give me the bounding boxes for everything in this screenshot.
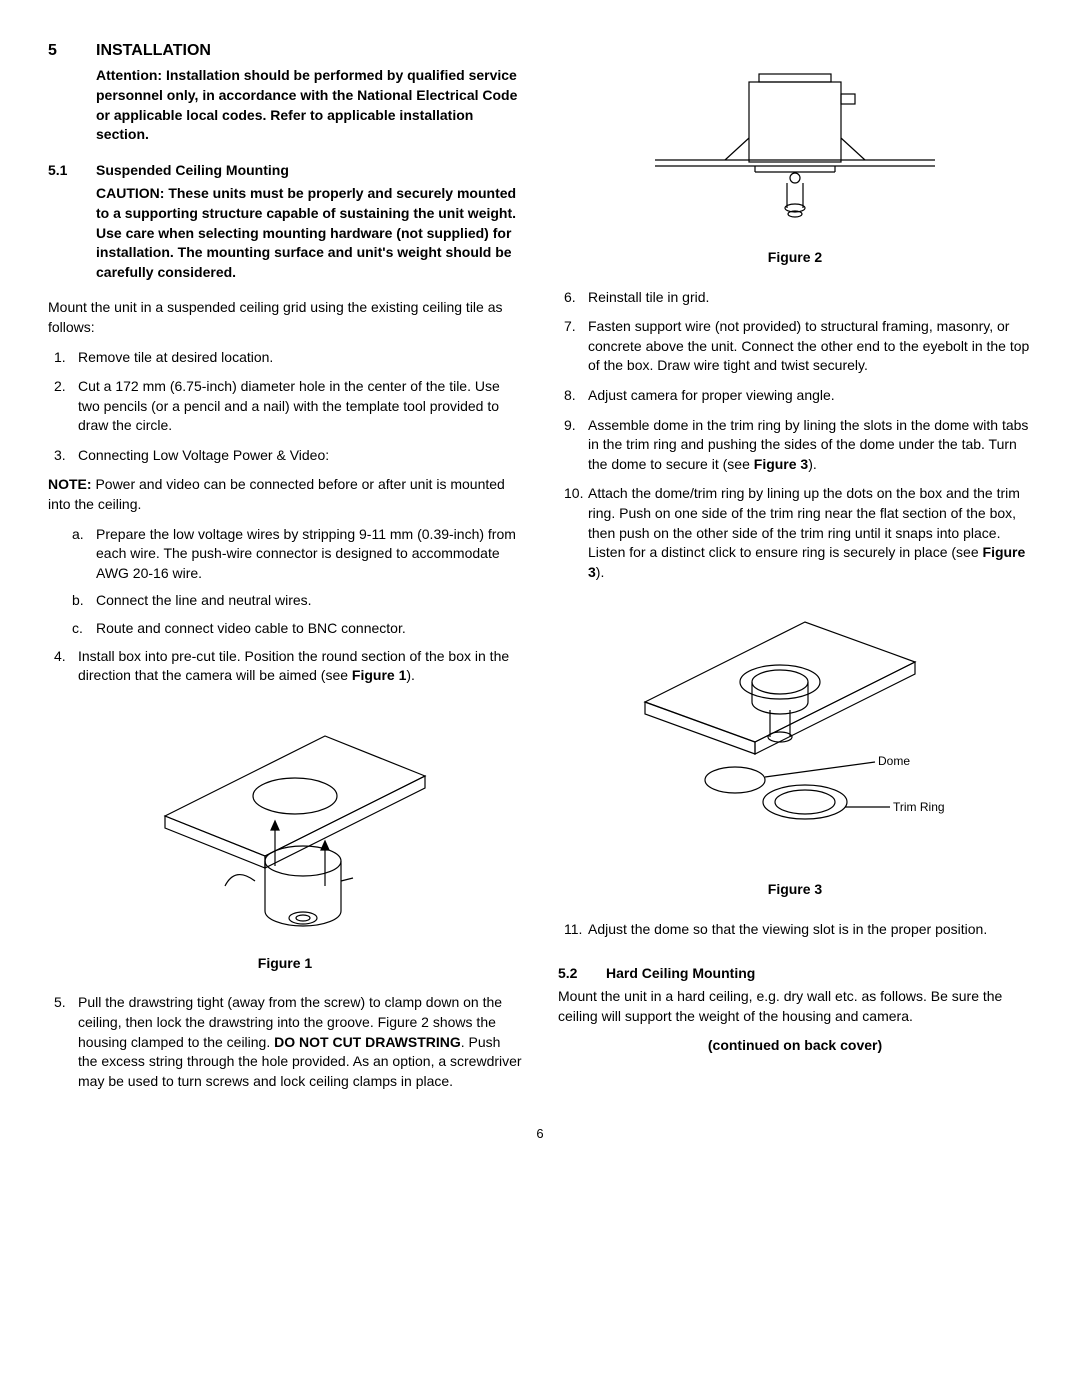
step-2: Cut a 172 mm (6.75-inch) diameter hole i… <box>48 377 522 436</box>
note-text: NOTE: Power and video can be connected b… <box>48 475 522 514</box>
subsection-5-2: 5.2 Hard Ceiling Mounting <box>558 964 1032 984</box>
subsection-5-2-body: Mount the unit in a hard ceiling, e.g. d… <box>558 987 1032 1026</box>
step-9-ref: Figure 3 <box>754 456 808 472</box>
step-10-post: ). <box>596 564 605 580</box>
steps-list-right: Reinstall tile in grid. Fasten support w… <box>558 288 1032 583</box>
subsection-5-1: 5.1 Suspended Ceiling Mounting <box>48 161 522 181</box>
substeps-list: Prepare the low voltage wires by strippi… <box>72 525 522 639</box>
continued-text: (continued on back cover) <box>558 1036 1032 1056</box>
step-3a: Prepare the low voltage wires by strippi… <box>72 525 522 584</box>
step-5-bold: DO NOT CUT DRAWSTRING <box>274 1034 461 1050</box>
step-8: Adjust camera for proper viewing angle. <box>558 386 1032 406</box>
steps-list-left-cont: Install box into pre-cut tile. Position … <box>48 647 522 686</box>
figure-3-svg: Dome Trim Ring <box>615 602 975 872</box>
note-label: NOTE: <box>48 476 92 492</box>
attention-text: Attention: Installation should be perfor… <box>96 66 522 144</box>
figure-1-svg <box>125 706 445 946</box>
step-7: Fasten support wire (not provided) to st… <box>558 317 1032 376</box>
right-column: Figure 2 Reinstall tile in grid. Fasten … <box>558 40 1032 1101</box>
figure-3-trim-label: Trim Ring <box>893 800 945 814</box>
step-10-pre: Attach the dome/trim ring by lining up t… <box>588 485 1020 560</box>
step-3: Connecting Low Voltage Power & Video: <box>48 446 522 466</box>
step-4-ref: Figure 1 <box>352 667 406 683</box>
left-column: 5 INSTALLATION Attention: Installation s… <box>48 40 522 1101</box>
step-4: Install box into pre-cut tile. Position … <box>48 647 522 686</box>
figure-3-dome-label: Dome <box>878 754 910 768</box>
section-heading: 5 INSTALLATION <box>48 40 522 62</box>
step-3b: Connect the line and neutral wires. <box>72 591 522 611</box>
subsection-5-2-title: Hard Ceiling Mounting <box>606 964 755 984</box>
step-6: Reinstall tile in grid. <box>558 288 1032 308</box>
steps-list-right-cont: Adjust the dome so that the viewing slot… <box>558 920 1032 940</box>
subsection-5-2-number: 5.2 <box>558 964 606 984</box>
steps-list-left: Remove tile at desired location. Cut a 1… <box>48 348 522 466</box>
step-9: Assemble dome in the trim ring by lining… <box>558 416 1032 475</box>
step-9-post: ). <box>808 456 817 472</box>
section-number: 5 <box>48 40 96 62</box>
subsection-number: 5.1 <box>48 161 96 181</box>
figure-3: Dome Trim Ring Figure 3 <box>558 602 1032 900</box>
step-10: Attach the dome/trim ring by lining up t… <box>558 484 1032 582</box>
figure-2-caption: Figure 2 <box>558 248 1032 268</box>
caution-text: CAUTION: These units must be properly an… <box>96 184 522 282</box>
figure-1: Figure 1 <box>48 706 522 974</box>
figure-1-caption: Figure 1 <box>48 954 522 974</box>
steps-list-left-cont2: Pull the drawstring tight (away from the… <box>48 993 522 1091</box>
page-number: 6 <box>48 1125 1032 1143</box>
intro-text: Mount the unit in a suspended ceiling gr… <box>48 298 522 337</box>
step-11: Adjust the dome so that the viewing slot… <box>558 920 1032 940</box>
figure-2-svg <box>635 60 955 240</box>
subsection-title: Suspended Ceiling Mounting <box>96 161 289 181</box>
note-body: Power and video can be connected before … <box>48 476 505 512</box>
figure-3-caption: Figure 3 <box>558 880 1032 900</box>
step-5: Pull the drawstring tight (away from the… <box>48 993 522 1091</box>
step-3c: Route and connect video cable to BNC con… <box>72 619 522 639</box>
step-4-post: ). <box>406 667 415 683</box>
step-1: Remove tile at desired location. <box>48 348 522 368</box>
figure-2: Figure 2 <box>558 60 1032 268</box>
section-title: INSTALLATION <box>96 40 211 62</box>
step-4-pre: Install box into pre-cut tile. Position … <box>78 648 509 684</box>
